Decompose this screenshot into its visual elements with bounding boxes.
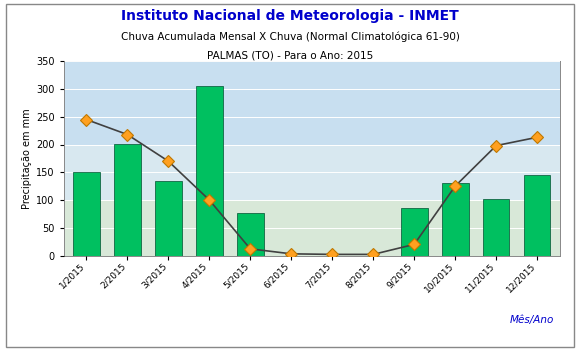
Bar <box>524 175 550 256</box>
Bar <box>64 200 560 256</box>
Text: PALMAS (TO) - Para o Ano: 2015: PALMAS (TO) - Para o Ano: 2015 <box>207 51 373 61</box>
Text: Instituto Nacional de Meteorologia - INMET: Instituto Nacional de Meteorologia - INM… <box>121 9 459 23</box>
Bar <box>442 183 469 256</box>
Bar <box>155 181 182 256</box>
Bar <box>114 144 140 256</box>
Bar <box>64 145 560 200</box>
Bar <box>73 172 100 256</box>
Bar <box>401 208 427 256</box>
Text: Chuva Acumulada Mensal X Chuva (Normal Climatológica 61-90): Chuva Acumulada Mensal X Chuva (Normal C… <box>121 32 459 42</box>
Bar <box>483 199 509 256</box>
Bar <box>64 61 560 145</box>
Bar <box>237 213 263 255</box>
Bar <box>196 86 223 256</box>
Y-axis label: Precipitação em mm: Precipitação em mm <box>22 108 32 209</box>
Text: Mês/Ano: Mês/Ano <box>509 315 554 325</box>
